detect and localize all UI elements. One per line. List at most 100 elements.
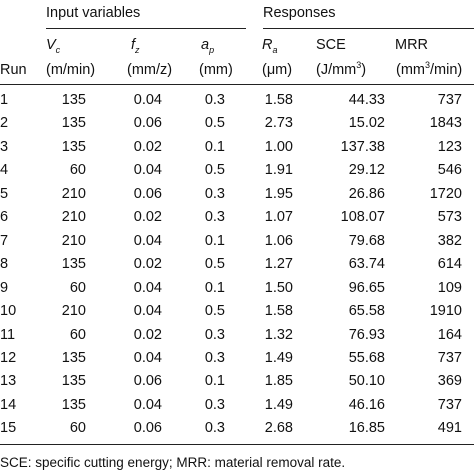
run-cell: 12 [0,349,17,366]
mrr-cell: 546 [437,162,462,179]
ap-cell: 0.3 [204,349,225,366]
mrr-cell: 1910 [429,303,462,320]
vc-cell: 60 [69,326,86,343]
header-ap-unit: (mm) [199,62,233,78]
vc-cell: 210 [61,209,86,226]
fz-cell: 0.06 [133,420,162,437]
sce-cell: 15.02 [348,115,385,132]
run-cell: 8 [0,256,9,273]
sce-cell: 76.93 [348,326,385,343]
ap-cell: 0.3 [204,209,225,226]
header-bottom-rule [0,84,474,85]
header-ra-symbol: Ra [262,37,278,55]
mrr-cell: 164 [437,326,462,343]
table-bottom-rule [0,444,474,445]
header-mrr-unit: (mm3/min) [396,60,463,78]
fz-cell: 0.02 [133,209,162,226]
group-rule-input [46,28,246,29]
fz-cell: 0.02 [133,326,162,343]
header-ra-unit: (μm) [262,62,293,78]
mrr-cell: 369 [437,373,462,390]
run-cell: 14 [0,396,17,413]
vc-cell: 135 [61,92,86,108]
ra-cell: 1.00 [264,138,293,155]
ap-cell: 0.1 [204,373,225,390]
ap-cell: 0.3 [204,396,225,413]
ap-cell: 0.5 [204,162,225,179]
fz-cell: 0.04 [133,349,162,366]
fz-cell: 0.02 [133,256,162,273]
fz-cell: 0.06 [133,373,162,390]
run-cell: 11 [0,326,16,343]
ra-cell: 2.73 [264,115,293,132]
run-cell: 7 [0,232,9,249]
vc-cell: 60 [69,420,86,437]
header-vc-symbol: Vc [46,37,61,55]
ap-cell: 0.1 [204,232,225,249]
run-cell: 1 [0,92,9,108]
ra-cell: 1.58 [264,92,293,108]
mrr-cell: 382 [437,232,462,249]
sce-cell: 108.07 [340,209,385,226]
ra-cell: 1.49 [264,396,293,413]
ap-cell: 0.1 [204,279,225,296]
ap-cell: 0.5 [204,303,225,320]
ap-cell: 0.3 [204,92,225,108]
vc-cell: 210 [61,232,86,249]
header-fz-symbol: fz [131,37,140,55]
sce-cell: 65.58 [348,303,385,320]
vc-cell: 210 [61,303,86,320]
vc-cell: 60 [69,162,86,179]
header-run: Run [0,62,27,78]
mrr-cell: 1720 [429,185,462,202]
ra-cell: 1.06 [264,232,293,249]
header-sce-unit: (J/mm3) [316,60,367,78]
fz-cell: 0.04 [133,279,162,296]
mrr-cell: 491 [437,420,462,437]
ap-cell: 0.3 [204,185,225,202]
group-rule-responses [263,28,474,29]
fz-cell: 0.04 [133,303,162,320]
sce-cell: 50.10 [348,373,385,390]
vc-cell: 135 [61,115,86,132]
ra-cell: 2.68 [264,420,293,437]
run-cell: 13 [0,373,17,390]
sce-cell: 79.68 [348,232,385,249]
run-cell: 4 [0,162,9,179]
vc-cell: 135 [61,138,86,155]
mrr-cell: 737 [437,92,462,108]
run-cell: 9 [0,279,9,296]
ra-cell: 1.27 [264,256,293,273]
ra-cell: 1.91 [264,162,293,179]
fz-cell: 0.04 [133,396,162,413]
ra-cell: 1.32 [264,326,293,343]
run-cell: 10 [0,303,17,320]
fz-cell: 0.02 [133,138,162,155]
ap-cell: 0.3 [204,326,225,343]
mrr-cell: 109 [437,279,462,296]
ra-cell: 1.07 [264,209,293,226]
mrr-cell: 614 [437,256,462,273]
mrr-cell: 1843 [429,115,462,132]
vc-cell: 135 [61,349,86,366]
run-cell: 2 [0,115,9,132]
ap-cell: 0.3 [204,420,225,437]
fz-cell: 0.04 [133,162,162,179]
fz-cell: 0.06 [133,115,162,132]
header-ap-symbol: ap [201,37,215,55]
ra-cell: 1.49 [264,349,293,366]
run-cell: 3 [0,138,9,155]
group-header-input-variables: Input variables [46,5,141,21]
table-footnote: SCE: specific cutting energy; MRR: mater… [0,455,346,470]
sce-cell: 29.12 [348,162,385,179]
sce-cell: 16.85 [348,420,385,437]
fz-cell: 0.04 [133,92,162,108]
sce-cell: 63.74 [348,256,385,273]
sce-cell: 44.33 [348,92,385,108]
run-cell: 6 [0,209,9,226]
vc-cell: 135 [61,373,86,390]
sce-cell: 26.86 [348,185,385,202]
mrr-cell: 737 [437,396,462,413]
group-header-responses: Responses [263,5,336,21]
header-vc-unit: (m/min) [46,62,96,78]
